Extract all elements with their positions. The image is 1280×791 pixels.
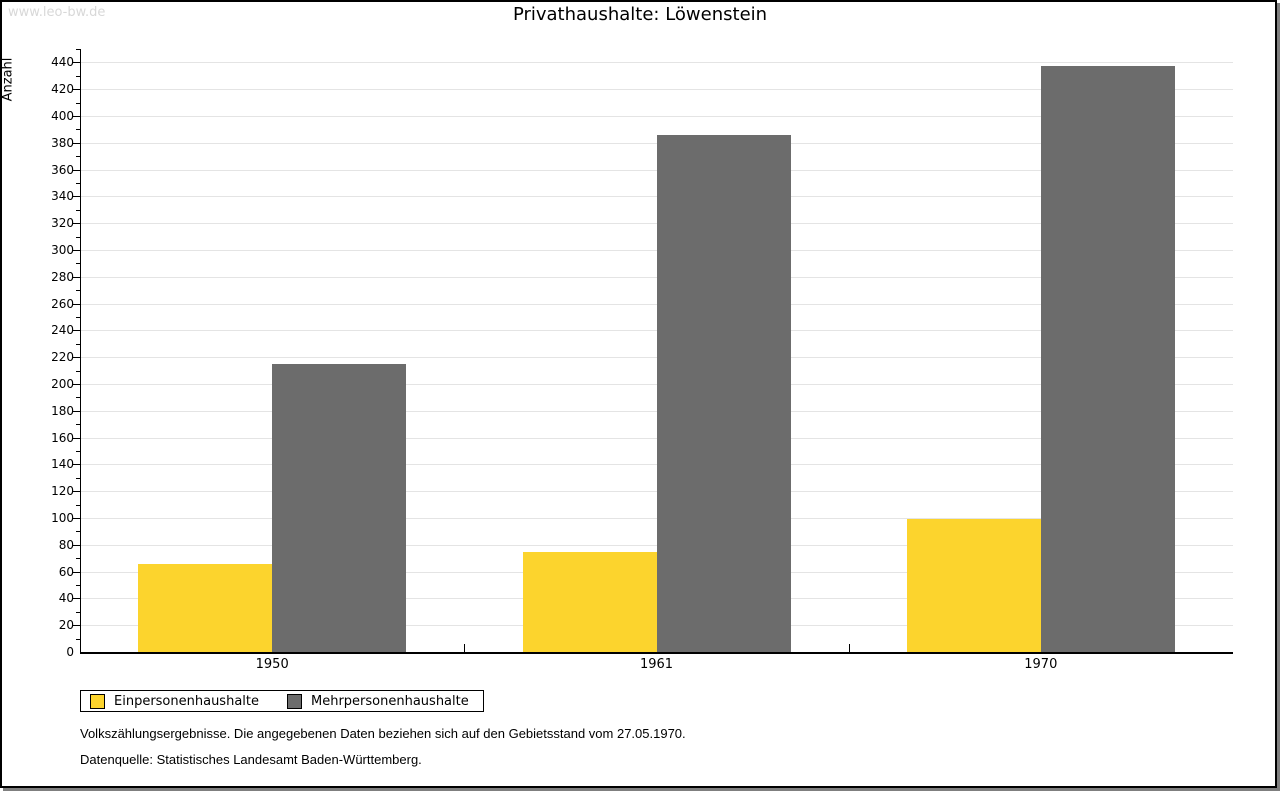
y-tick-label: 140 (51, 457, 74, 471)
y-minor-tick (76, 531, 80, 532)
y-major-tick (73, 250, 80, 251)
y-minor-tick (76, 103, 80, 104)
y-minor-tick (76, 237, 80, 238)
y-tick-label: 220 (51, 350, 74, 364)
y-minor-tick (76, 317, 80, 318)
y-major-tick (73, 545, 80, 546)
legend: Einpersonenhaushalte Mehrpersonenhaushal… (80, 690, 484, 712)
watermark: www.leo-bw.de (8, 5, 106, 20)
x-boundary-tick (848, 644, 850, 652)
y-major-tick (73, 491, 80, 492)
y-tick-label: 180 (51, 404, 74, 418)
y-major-tick (73, 223, 80, 224)
y-tick-label: 340 (51, 189, 74, 203)
legend-label: Mehrpersonenhaushalte (311, 693, 469, 709)
y-tick-label: 100 (51, 511, 74, 525)
bar-mehrpersonenhaushalte-1961 (656, 134, 791, 652)
chart-title: Privathaushalte: Löwenstein (512, 4, 768, 25)
y-tick-label: 60 (58, 565, 74, 579)
y-minor-tick (76, 371, 80, 372)
bar-einpersonenhaushalte-1970 (906, 519, 1041, 652)
y-minor-tick (76, 49, 80, 50)
y-minor-tick (76, 290, 80, 291)
y-major-tick (73, 464, 80, 465)
x-axis-line (80, 652, 1233, 654)
y-major-tick (73, 598, 80, 599)
y-tick-label: 380 (51, 136, 74, 150)
y-minor-tick (76, 585, 80, 586)
legend-item-mehrpersonenhaushalte: Mehrpersonenhaushalte (287, 693, 469, 709)
gridline (80, 89, 1233, 90)
y-tick-label: 240 (51, 323, 74, 337)
y-major-tick (73, 89, 80, 90)
y-tick-label: 200 (51, 377, 74, 391)
y-major-tick (73, 116, 80, 117)
legend-swatch-yellow (90, 693, 105, 709)
y-major-tick (73, 330, 80, 331)
legend-item-einpersonenhaushalte: Einpersonenhaushalte (90, 693, 259, 709)
y-minor-tick (76, 451, 80, 452)
y-tick-label: 360 (51, 163, 74, 177)
y-tick-label: 300 (51, 243, 74, 257)
y-minor-tick (76, 210, 80, 211)
gridline (80, 62, 1233, 63)
y-tick-label: 320 (51, 216, 74, 230)
y-major-tick (73, 196, 80, 197)
bar-einpersonenhaushalte-1950 (138, 563, 273, 652)
y-tick-label: 80 (58, 538, 74, 552)
y-tick-label: 260 (51, 297, 74, 311)
y-tick-label: 280 (51, 270, 74, 284)
y-minor-tick (76, 612, 80, 613)
y-tick-label: 0 (66, 645, 74, 659)
y-tick-label: 20 (58, 618, 74, 632)
y-major-tick (73, 170, 80, 171)
y-minor-tick (76, 76, 80, 77)
y-minor-tick (76, 183, 80, 184)
y-major-tick (73, 143, 80, 144)
y-major-tick (73, 62, 80, 63)
x-category-label: 1961 (639, 657, 674, 672)
y-major-tick (73, 438, 80, 439)
y-minor-tick (76, 156, 80, 157)
footnote-source-basis: Volkszählungsergebnisse. Die angegebenen… (80, 726, 686, 741)
y-major-tick (73, 277, 80, 278)
y-minor-tick (76, 129, 80, 130)
legend-swatch-gray (287, 693, 302, 709)
y-minor-tick (76, 397, 80, 398)
y-tick-label: 420 (51, 82, 74, 96)
bar-einpersonenhaushalte-1961 (522, 551, 657, 652)
x-category-label: 1970 (1024, 657, 1058, 672)
gridline (80, 116, 1233, 117)
y-minor-tick (76, 424, 80, 425)
y-tick-label: 400 (51, 109, 74, 123)
y-axis-title: Anzahl (0, 57, 16, 102)
bar-mehrpersonenhaushalte-1950 (272, 363, 407, 652)
y-tick-label: 160 (51, 431, 74, 445)
y-minor-tick (76, 558, 80, 559)
y-major-tick (73, 518, 80, 519)
x-category-label: 1950 (255, 657, 289, 672)
y-minor-tick (76, 505, 80, 506)
y-minor-tick (76, 344, 80, 345)
y-minor-tick (76, 478, 80, 479)
y-major-tick (73, 304, 80, 305)
y-major-tick (73, 357, 80, 358)
y-tick-label: 40 (58, 591, 74, 605)
y-major-tick (73, 572, 80, 573)
y-major-tick (73, 625, 80, 626)
bar-mehrpersonenhaushalte-1970 (1040, 66, 1175, 652)
y-tick-label: 440 (51, 55, 74, 69)
x-boundary-tick (464, 644, 466, 652)
y-axis-line (80, 49, 81, 653)
y-minor-tick (76, 639, 80, 640)
y-major-tick (73, 411, 80, 412)
y-major-tick (73, 384, 80, 385)
legend-label: Einpersonenhaushalte (114, 693, 259, 709)
y-tick-label: 120 (51, 484, 74, 498)
y-minor-tick (76, 263, 80, 264)
footnote-data-source: Datenquelle: Statistisches Landesamt Bad… (80, 752, 422, 767)
